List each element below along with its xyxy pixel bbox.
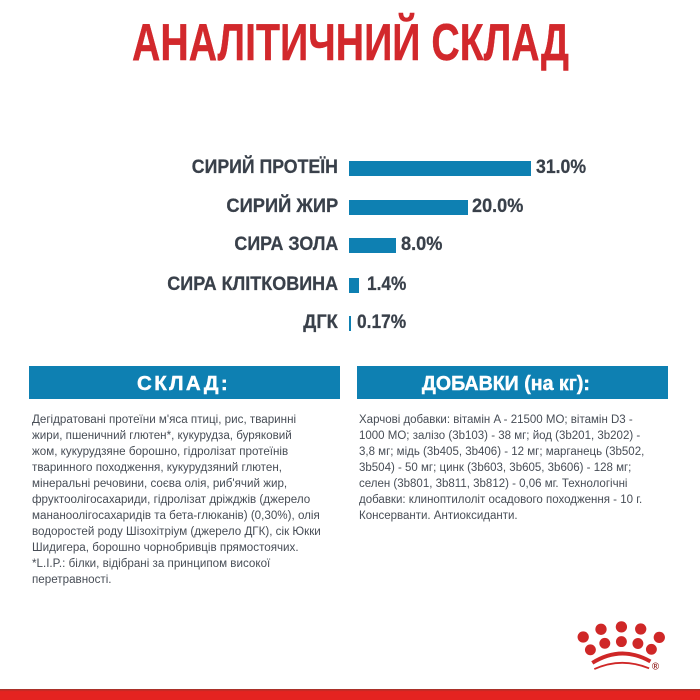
svg-text:®: ® [652,661,660,672]
